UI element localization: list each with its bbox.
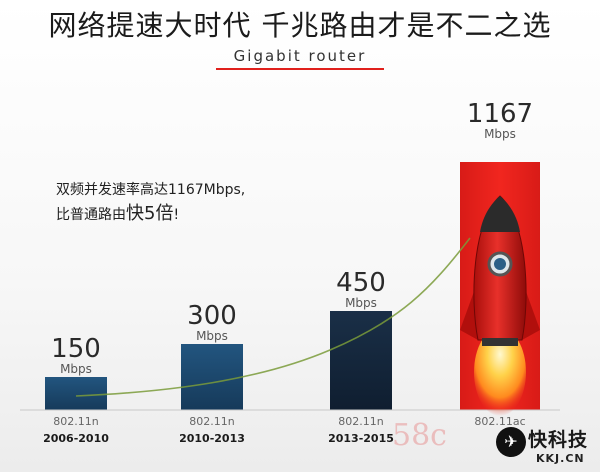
rocket-nozzle xyxy=(482,338,518,346)
speed-claim-line-1: 双频并发速率高达1167Mbps, xyxy=(56,182,246,198)
bar-3 xyxy=(330,311,392,410)
brand-name: 快科技 xyxy=(528,429,589,451)
rocket-flame xyxy=(474,328,526,416)
brand-logo: ✈ 快科技 KKJ.CN xyxy=(496,424,600,472)
bar-unit-label: Mbps xyxy=(484,127,516,141)
bar-1 xyxy=(45,377,107,410)
rocket-window-glass xyxy=(494,258,506,270)
rocket-nose xyxy=(480,196,520,232)
speed-claim-emphasis: 快5倍 xyxy=(126,203,174,224)
x-tick-period: 2010-2013 xyxy=(179,432,245,445)
x-tick-period: 2006-2010 xyxy=(43,432,109,445)
brand-plane-icon: ✈ xyxy=(496,427,526,457)
brand-domain: KKJ.CN xyxy=(536,452,585,465)
bar-unit-label: Mbps xyxy=(345,296,377,310)
bar-value-label: 450 xyxy=(336,268,386,298)
speed-claim-suffix: ! xyxy=(173,207,180,223)
bar-value-label: 150 xyxy=(51,334,101,364)
subtitle-underline xyxy=(216,68,384,70)
bar-value-label: 300 xyxy=(187,301,237,331)
bar-2 xyxy=(181,344,243,410)
x-tick-standard: 802.11n xyxy=(189,415,234,428)
page-title: 网络提速大时代 千兆路由才是不二之选 xyxy=(48,9,552,42)
speed-claim-prefix: 比普通路由 xyxy=(56,207,126,223)
x-tick-standard: 802.11n xyxy=(53,415,98,428)
x-tick-standard: 802.11ac xyxy=(474,415,525,428)
bar-value-label: 1167 xyxy=(467,99,533,129)
watermark: 58c xyxy=(392,418,447,453)
bar-unit-label: Mbps xyxy=(196,329,228,343)
speed-claim-line-2: 比普通路由快5倍! xyxy=(56,202,245,227)
subtitle: Gigabit router xyxy=(233,47,367,65)
growth-curve xyxy=(75,237,471,397)
subtitle-block: Gigabit router xyxy=(180,47,420,71)
bar-unit-label: Mbps xyxy=(60,362,92,376)
speed-claim: 双频并发速率高达1167Mbps, 比普通路由快5倍! xyxy=(56,178,245,227)
x-tick-standard: 802.11n xyxy=(338,415,383,428)
x-tick-period: 2013-2015 xyxy=(328,432,394,445)
